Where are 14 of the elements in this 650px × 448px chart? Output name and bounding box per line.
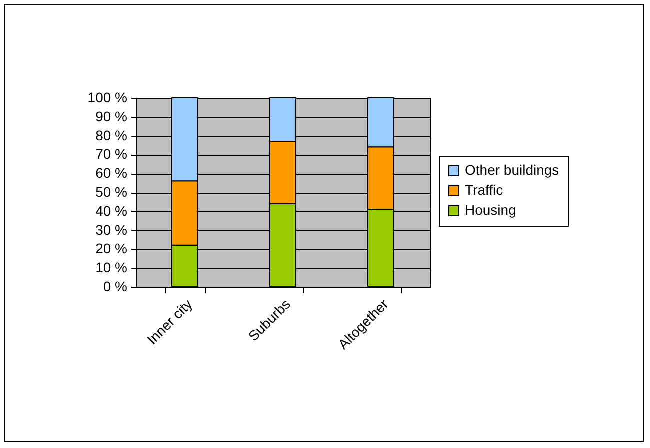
y-tick-label: 50 % [96, 184, 128, 200]
y-tick-label: 90 % [96, 108, 128, 124]
legend-label: Other buildings [465, 162, 560, 178]
legend-label: Traffic [465, 182, 504, 198]
legend-label: Housing [465, 202, 516, 218]
y-tick-label: 20 % [96, 240, 128, 257]
y-tick-label: 60 % [96, 165, 128, 182]
y-tick-label: 30 % [96, 222, 128, 238]
y-tick-label: 0 % [103, 278, 128, 294]
y-tick-label: 10 % [96, 260, 128, 276]
y-tick-label: 100 % [88, 90, 128, 106]
y-tick-label: 40 % [96, 202, 128, 219]
y-tick-label: 70 % [96, 146, 128, 162]
y-tick-label: 80 % [96, 127, 128, 144]
